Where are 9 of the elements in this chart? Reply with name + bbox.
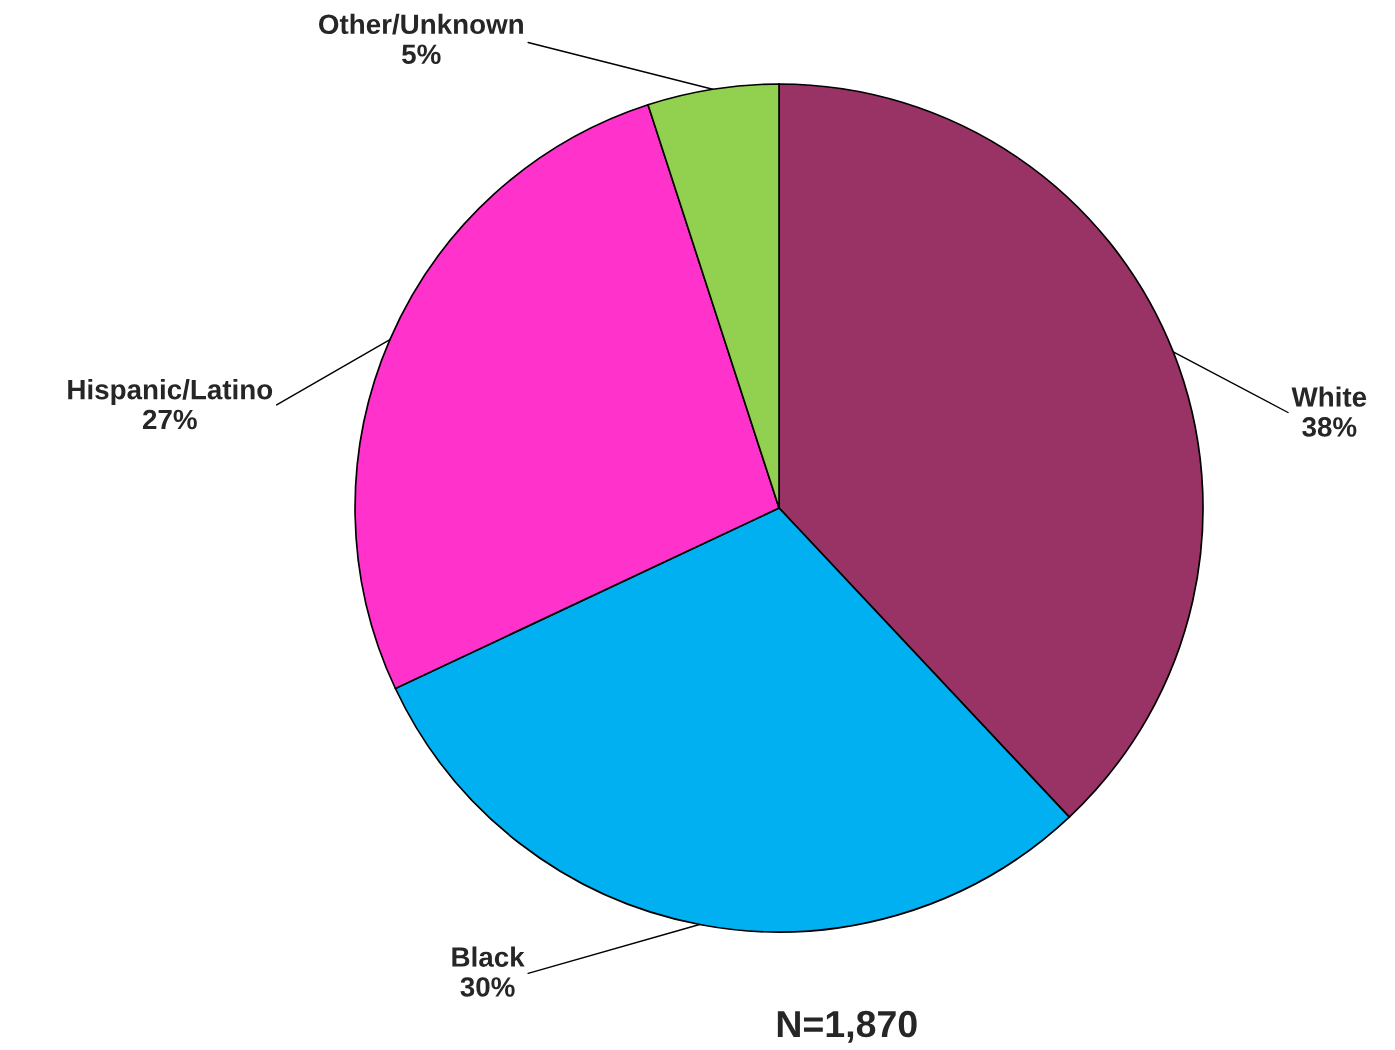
data-label: 5% bbox=[402, 44, 441, 65]
data-label: 30% bbox=[460, 977, 515, 997]
slice-label: White bbox=[1291, 386, 1367, 407]
slice-label: Hispanic/Latino bbox=[68, 379, 273, 405]
data-label: 27% bbox=[142, 409, 197, 430]
slice-label: Other/Unknown bbox=[319, 13, 523, 35]
data-label: 38% bbox=[1302, 417, 1357, 437]
text: N=1,870 bbox=[777, 1010, 917, 1043]
slice-label: Black bbox=[452, 946, 525, 967]
